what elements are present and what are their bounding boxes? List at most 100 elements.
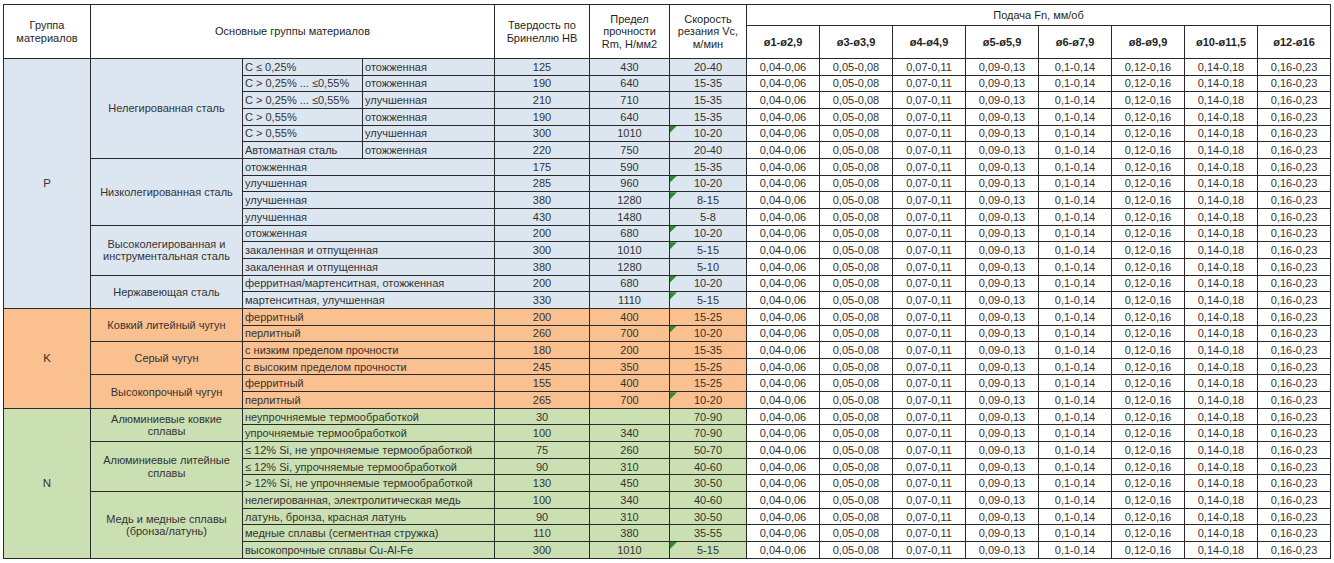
strength-cell: 710 (590, 92, 670, 109)
subgroup-name-cell: Алюминиевые литейные сплавы (91, 442, 243, 492)
cutting-speed-cell: 15-25 (670, 375, 747, 392)
table-row: PНелегированная стальC ≤ 0,25%отожженная… (4, 59, 1331, 76)
hardness-cell: 430 (495, 208, 590, 225)
cutting-speed-cell: 35-55 (670, 525, 747, 542)
strength-cell: 750 (590, 142, 670, 159)
feed-cell: 0,12-0,16 (1112, 375, 1185, 392)
feed-cell: 0,04-0,06 (747, 125, 820, 142)
feed-cell: 0,12-0,16 (1112, 425, 1185, 442)
cutting-speed-cell: 20-40 (670, 59, 747, 76)
feed-cell: 0,05-0,08 (820, 475, 893, 492)
header-dia-4: ø5-ø5,9 (966, 26, 1039, 59)
feed-cell: 0,1-0,14 (1039, 525, 1112, 542)
strength-cell: 1480 (590, 208, 670, 225)
hardness-cell: 300 (495, 242, 590, 259)
sub-label-cell: с высоким пределом прочности (243, 358, 495, 375)
feed-cell: 0,07-0,11 (893, 225, 966, 242)
feed-cell: 0,1-0,14 (1039, 142, 1112, 159)
cutting-speed-cell: 10-20 (670, 275, 747, 292)
feed-cell: 0,07-0,11 (893, 175, 966, 192)
hardness-cell: 190 (495, 75, 590, 92)
strength-cell: 400 (590, 375, 670, 392)
feed-cell: 0,07-0,11 (893, 342, 966, 359)
feed-cell: 0,04-0,06 (747, 142, 820, 159)
feed-cell: 0,07-0,11 (893, 458, 966, 475)
feed-cell: 0,12-0,16 (1112, 392, 1185, 409)
feed-cell: 0,1-0,14 (1039, 325, 1112, 342)
feed-cell: 0,12-0,16 (1112, 325, 1185, 342)
cutting-speed-cell: 15-35 (670, 75, 747, 92)
feed-cell: 0,16-0,23 (1258, 375, 1331, 392)
feed-cell: 0,07-0,11 (893, 208, 966, 225)
sub-label-cell: C ≤ 0,25% (243, 59, 363, 76)
feed-cell: 0,14-0,18 (1185, 308, 1258, 325)
feed-cell: 0,07-0,11 (893, 158, 966, 175)
cutting-speed-cell: 5-15 (670, 242, 747, 259)
sub-label-cell: улучшенная (363, 125, 495, 142)
feed-cell: 0,04-0,06 (747, 458, 820, 475)
sub-label-cell: ферритный (243, 308, 495, 325)
feed-cell: 0,12-0,16 (1112, 92, 1185, 109)
cutting-speed-cell: 15-35 (670, 342, 747, 359)
hardness-cell: 200 (495, 275, 590, 292)
strength-cell: 200 (590, 342, 670, 359)
feed-cell: 0,07-0,11 (893, 275, 966, 292)
feed-cell: 0,1-0,14 (1039, 542, 1112, 559)
strength-cell: 340 (590, 425, 670, 442)
feed-cell: 0,05-0,08 (820, 258, 893, 275)
feed-cell: 0,09-0,13 (966, 258, 1039, 275)
hardness-cell: 190 (495, 108, 590, 125)
feed-cell: 0,1-0,14 (1039, 225, 1112, 242)
strength-cell: 680 (590, 275, 670, 292)
subgroup-name-cell: Нержавеющая сталь (91, 275, 243, 308)
cutting-speed-cell: 15-25 (670, 358, 747, 375)
sub-label-cell: отожженная (243, 158, 495, 175)
feed-cell: 0,07-0,11 (893, 242, 966, 259)
feed-cell: 0,12-0,16 (1112, 59, 1185, 76)
feed-cell: 0,05-0,08 (820, 425, 893, 442)
feed-cell: 0,05-0,08 (820, 308, 893, 325)
feed-cell: 0,16-0,23 (1258, 292, 1331, 309)
feed-cell: 0,12-0,16 (1112, 508, 1185, 525)
feed-cell: 0,09-0,13 (966, 392, 1039, 409)
materials-cutting-table: Группа материалов Основные группы матери… (3, 4, 1331, 559)
table-row: Алюминиевые литейные сплавы≤ 12% Si, не … (4, 442, 1331, 459)
hardness-cell: 100 (495, 425, 590, 442)
sub-label-cell: отожженная (243, 225, 495, 242)
strength-cell: 960 (590, 175, 670, 192)
feed-cell: 0,16-0,23 (1258, 525, 1331, 542)
feed-cell: 0,16-0,23 (1258, 242, 1331, 259)
feed-cell: 0,14-0,18 (1185, 108, 1258, 125)
table-row: KКовкий литейный чугунферритный20040015-… (4, 308, 1331, 325)
feed-cell: 0,09-0,13 (966, 358, 1039, 375)
feed-cell: 0,05-0,08 (820, 242, 893, 259)
feed-cell: 0,16-0,23 (1258, 59, 1331, 76)
feed-cell: 0,14-0,18 (1185, 192, 1258, 209)
feed-cell: 0,16-0,23 (1258, 425, 1331, 442)
feed-cell: 0,14-0,18 (1185, 292, 1258, 309)
feed-cell: 0,12-0,16 (1112, 208, 1185, 225)
cutting-speed-cell: 10-20 (670, 225, 747, 242)
feed-cell: 0,04-0,06 (747, 408, 820, 425)
feed-cell: 0,09-0,13 (966, 308, 1039, 325)
feed-cell: 0,07-0,11 (893, 292, 966, 309)
sub-label-cell: ≤ 12% Si, не упрочняемые термообработкой (243, 442, 495, 459)
feed-cell: 0,04-0,06 (747, 508, 820, 525)
hardness-cell: 210 (495, 92, 590, 109)
feed-cell: 0,07-0,11 (893, 308, 966, 325)
feed-cell: 0,12-0,16 (1112, 75, 1185, 92)
feed-cell: 0,14-0,18 (1185, 275, 1258, 292)
feed-cell: 0,09-0,13 (966, 142, 1039, 159)
feed-cell: 0,09-0,13 (966, 192, 1039, 209)
feed-cell: 0,09-0,13 (966, 442, 1039, 459)
sub-label-cell: неупрочняемые термообработкой (243, 408, 495, 425)
feed-cell: 0,1-0,14 (1039, 475, 1112, 492)
feed-cell: 0,12-0,16 (1112, 492, 1185, 509)
hardness-cell: 180 (495, 342, 590, 359)
feed-cell: 0,04-0,06 (747, 225, 820, 242)
feed-cell: 0,05-0,08 (820, 325, 893, 342)
feed-cell: 0,07-0,11 (893, 375, 966, 392)
feed-cell: 0,04-0,06 (747, 442, 820, 459)
sub-label-cell: C > 0,25% ... ≤0,55% (243, 92, 363, 109)
strength-cell: 640 (590, 75, 670, 92)
